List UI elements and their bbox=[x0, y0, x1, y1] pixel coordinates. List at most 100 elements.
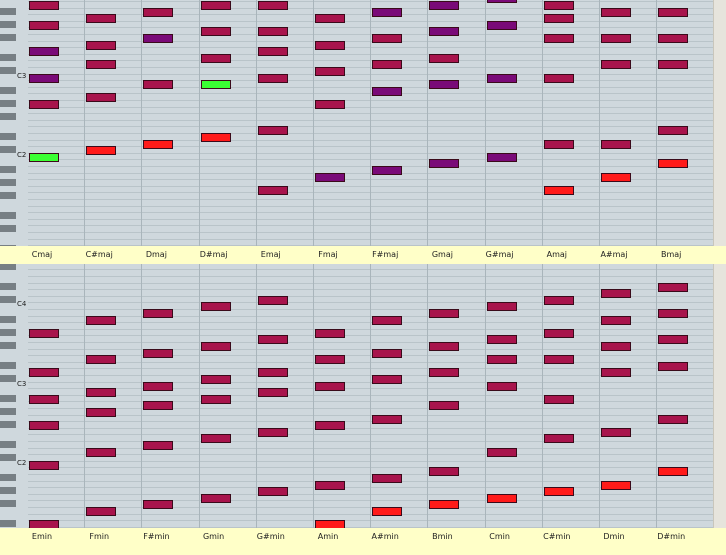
chord-note[interactable] bbox=[601, 7, 631, 17]
chord-note[interactable] bbox=[86, 93, 117, 103]
chord-note[interactable] bbox=[257, 295, 288, 305]
chord-note[interactable] bbox=[601, 139, 631, 149]
chord-note[interactable] bbox=[143, 7, 174, 17]
chord-note[interactable] bbox=[143, 441, 174, 450]
chord-note[interactable] bbox=[543, 328, 574, 338]
chord-note[interactable] bbox=[200, 53, 231, 63]
vertical-scrollbar[interactable] bbox=[713, 264, 726, 528]
chord-note[interactable] bbox=[29, 394, 59, 404]
chord-note[interactable] bbox=[257, 1, 288, 10]
chord-note[interactable] bbox=[200, 342, 231, 351]
chord-note[interactable] bbox=[543, 434, 574, 444]
chord-note[interactable] bbox=[315, 100, 345, 109]
chord-note[interactable] bbox=[257, 427, 288, 437]
chord-note[interactable] bbox=[543, 394, 574, 404]
chord-note[interactable] bbox=[86, 507, 117, 516]
chord-note[interactable] bbox=[257, 185, 288, 195]
chord-note[interactable] bbox=[315, 381, 345, 391]
chord-note[interactable] bbox=[486, 0, 517, 4]
chord-note[interactable] bbox=[257, 47, 288, 57]
chord-note[interactable] bbox=[29, 47, 59, 57]
chord-note[interactable] bbox=[143, 381, 174, 391]
chord-note[interactable] bbox=[372, 375, 403, 384]
chord-note[interactable] bbox=[86, 315, 117, 325]
chord-note[interactable] bbox=[200, 375, 231, 384]
chord-note[interactable] bbox=[29, 20, 59, 30]
chord-note[interactable] bbox=[86, 388, 117, 398]
chord-note[interactable] bbox=[543, 139, 574, 149]
chord-note[interactable] bbox=[143, 80, 174, 90]
chord-note[interactable] bbox=[601, 315, 631, 325]
chord-note[interactable] bbox=[143, 34, 174, 43]
chord-note[interactable] bbox=[486, 73, 517, 83]
chord-note[interactable] bbox=[658, 60, 689, 70]
chord-note[interactable] bbox=[86, 355, 117, 365]
chord-note[interactable] bbox=[315, 40, 345, 50]
chord-note[interactable] bbox=[29, 520, 59, 528]
chord-note[interactable] bbox=[543, 185, 574, 195]
chord-note[interactable] bbox=[143, 309, 174, 318]
chord-note[interactable] bbox=[601, 60, 631, 70]
chord-note[interactable] bbox=[200, 493, 231, 503]
chord-note[interactable] bbox=[543, 34, 574, 43]
chord-note[interactable] bbox=[429, 53, 460, 63]
chord-note[interactable] bbox=[29, 460, 59, 470]
chord-note[interactable] bbox=[29, 421, 59, 431]
chord-note[interactable] bbox=[543, 295, 574, 305]
chord-note[interactable] bbox=[315, 14, 345, 24]
chord-note[interactable] bbox=[543, 1, 574, 10]
chord-note[interactable] bbox=[658, 361, 689, 371]
chord-note[interactable] bbox=[372, 474, 403, 483]
chord-note[interactable] bbox=[601, 34, 631, 43]
chord-note[interactable] bbox=[29, 100, 59, 109]
chord-note[interactable] bbox=[200, 27, 231, 37]
chord-note[interactable] bbox=[143, 500, 174, 510]
chord-note[interactable] bbox=[429, 27, 460, 37]
chord-note[interactable] bbox=[29, 152, 59, 162]
chord-note[interactable] bbox=[429, 342, 460, 351]
chord-note[interactable] bbox=[29, 73, 59, 83]
chord-note[interactable] bbox=[658, 414, 689, 424]
chord-note[interactable] bbox=[315, 355, 345, 365]
chord-note[interactable] bbox=[257, 126, 288, 136]
chord-note[interactable] bbox=[486, 302, 517, 312]
chord-note[interactable] bbox=[86, 60, 117, 70]
chord-note[interactable] bbox=[658, 126, 689, 136]
chord-note[interactable] bbox=[658, 467, 689, 477]
chord-note[interactable] bbox=[257, 368, 288, 378]
chord-note[interactable] bbox=[257, 487, 288, 497]
chord-note[interactable] bbox=[86, 447, 117, 457]
chord-note[interactable] bbox=[143, 348, 174, 358]
note-grid[interactable] bbox=[28, 0, 713, 246]
chord-note[interactable] bbox=[29, 328, 59, 338]
chord-note[interactable] bbox=[486, 355, 517, 365]
chord-note[interactable] bbox=[486, 381, 517, 391]
chord-note[interactable] bbox=[429, 159, 460, 169]
chord-note[interactable] bbox=[429, 467, 460, 477]
chord-note[interactable] bbox=[429, 401, 460, 411]
chord-note[interactable] bbox=[601, 480, 631, 490]
chord-note[interactable] bbox=[658, 309, 689, 318]
chord-note[interactable] bbox=[601, 289, 631, 299]
chord-note[interactable] bbox=[372, 86, 403, 96]
chord-note[interactable] bbox=[257, 388, 288, 398]
chord-note[interactable] bbox=[86, 146, 117, 156]
chord-note[interactable] bbox=[257, 73, 288, 83]
chord-note[interactable] bbox=[257, 27, 288, 37]
chord-note[interactable] bbox=[372, 348, 403, 358]
chord-note[interactable] bbox=[601, 427, 631, 437]
chord-note[interactable] bbox=[372, 60, 403, 70]
chord-note[interactable] bbox=[658, 282, 689, 292]
chord-note[interactable] bbox=[315, 520, 345, 528]
chord-note[interactable] bbox=[86, 14, 117, 24]
chord-note[interactable] bbox=[143, 139, 174, 149]
chord-note[interactable] bbox=[372, 315, 403, 325]
chord-note[interactable] bbox=[658, 159, 689, 169]
chord-note[interactable] bbox=[200, 302, 231, 312]
chord-note[interactable] bbox=[315, 480, 345, 490]
chord-note[interactable] bbox=[372, 34, 403, 43]
chord-note[interactable] bbox=[429, 1, 460, 10]
chord-note[interactable] bbox=[601, 172, 631, 182]
chord-note[interactable] bbox=[543, 355, 574, 365]
chord-note[interactable] bbox=[429, 368, 460, 378]
